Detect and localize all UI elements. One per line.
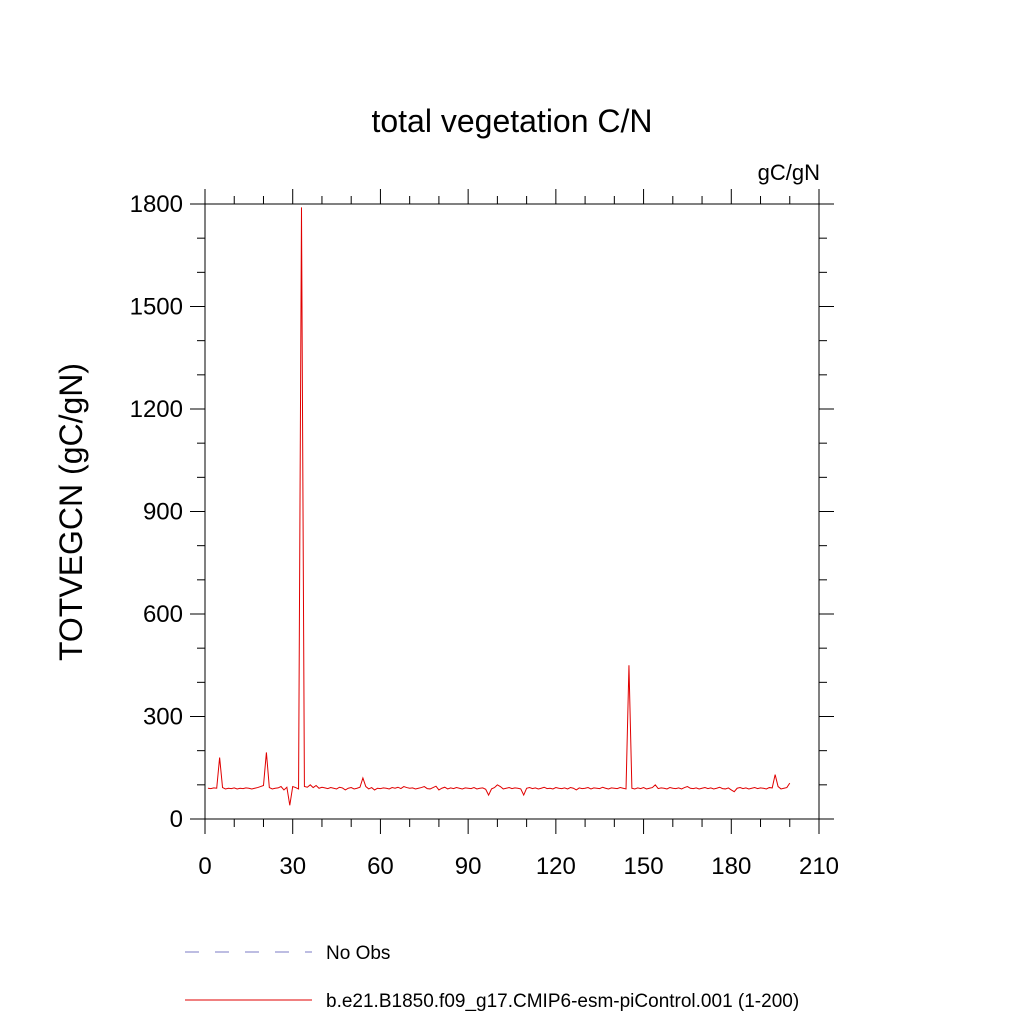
x-tick-label: 210 — [799, 853, 839, 880]
y-tick-label: 1200 — [130, 396, 183, 423]
series-line — [207, 207, 791, 806]
y-tick-label: 1800 — [130, 191, 183, 218]
x-tick-label: 150 — [624, 853, 664, 880]
x-tick-label: 120 — [536, 853, 576, 880]
x-tick-label: 60 — [367, 853, 394, 880]
y-axis-label: TOTVEGCN (gC/gN) — [53, 363, 89, 661]
units-label: gC/gN — [758, 160, 820, 185]
y-tick-label: 600 — [143, 601, 183, 628]
x-tick-label: 0 — [198, 853, 211, 880]
x-tick-label: 90 — [455, 853, 482, 880]
x-tick-label: 30 — [279, 853, 306, 880]
plot-frame — [204, 203, 820, 820]
legend-label: b.e21.B1850.f09_g17.CMIP6-esm-piControl.… — [326, 991, 799, 1012]
chart-title: total vegetation C/N — [371, 103, 652, 139]
y-tick-label: 0 — [170, 806, 183, 833]
y-tick-label: 300 — [143, 704, 183, 731]
legend-label: No Obs — [326, 943, 390, 964]
y-tick-label: 900 — [143, 499, 183, 526]
y-tick-label: 1500 — [130, 294, 183, 321]
x-tick-label: 180 — [711, 853, 751, 880]
